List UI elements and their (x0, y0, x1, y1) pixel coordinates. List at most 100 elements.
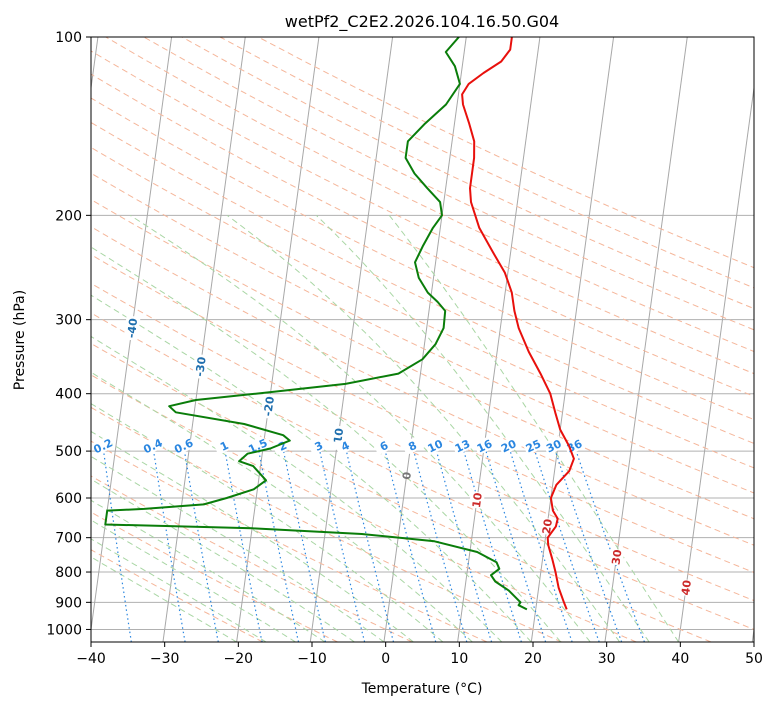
isotherm-label-bg (260, 393, 278, 420)
x-tick-label: −10 (297, 651, 327, 667)
moist-adiabat-line (91, 246, 562, 642)
x-axis-title: Temperature (°C) (361, 681, 483, 697)
mixing-ratio-line (509, 450, 573, 642)
dry-adiabat-line (91, 440, 488, 642)
isotherm-label: -30 (193, 356, 209, 378)
x-tick-label: −40 (76, 651, 106, 667)
mixing-ratio-label-bg (307, 435, 330, 456)
dry-adiabat-line (91, 226, 754, 546)
dry-adiabat-label-bg (539, 517, 556, 536)
mixing-ratio-label-bg (91, 435, 114, 456)
isotherm-label: -40 (125, 317, 141, 339)
dry-adiabat-line (91, 282, 754, 602)
dry-adiabat-label: 10 (470, 491, 485, 508)
plot-frame (90, 36, 755, 643)
y-tick-label: 300 (55, 313, 82, 329)
dry-adiabat-line (91, 374, 637, 642)
mixing-ratio-label-bg (497, 435, 520, 456)
mixing-ratio-label-bg (473, 435, 496, 456)
sounding-series (104, 37, 575, 611)
dewpoint-profile (104, 37, 528, 611)
y-tick-label: 500 (55, 444, 82, 460)
x-tick-label: −30 (150, 651, 180, 667)
mixing-ratio-label-bg (372, 435, 395, 456)
moist-adiabat-line (91, 371, 473, 642)
dry-adiabat-label: 20 (540, 518, 555, 535)
y-tick-label: 400 (55, 387, 82, 403)
dry-adiabat-line (91, 511, 338, 642)
mixing-ratio-label-bg (542, 435, 565, 456)
mixing-ratio-line (183, 451, 219, 642)
dry-adiabat-label: 30 (610, 548, 625, 565)
isotherm-line (383, 37, 467, 642)
moist-adiabat-line (91, 430, 414, 642)
mixing-ratio-line (413, 450, 468, 642)
x-tick-label: 50 (745, 651, 763, 667)
dry-adiabat-line (91, 549, 264, 642)
mixing-ratio-line (435, 450, 493, 642)
mixing-ratio-label: 30 (544, 437, 564, 455)
moist-adiabat-line (91, 538, 267, 642)
moist-adiabat-line (388, 214, 680, 642)
x-tick-label: 10 (450, 651, 468, 667)
moist-adiabat-line (91, 403, 444, 642)
moist-adiabat-line (91, 519, 296, 642)
isotherm-line (236, 37, 320, 642)
x-tick-label: −20 (224, 651, 254, 667)
mixing-ratio-label: 25 (524, 437, 543, 455)
mixing-ratio-label: 20 (499, 437, 519, 455)
mixing-ratio-line (103, 451, 132, 642)
background-lines (91, 37, 754, 642)
dry-adiabat-line (91, 198, 754, 520)
mixing-ratio-label-bg (172, 435, 195, 456)
y-axis-title: Pressure (hPa) (12, 290, 28, 390)
dry-adiabat-line (105, 37, 754, 353)
dry-adiabat-label-bg (608, 548, 625, 567)
isotherm-line (678, 84, 754, 642)
dry-adiabat-line (91, 406, 562, 642)
axes: −40 −30 −20 −10 0 10 20 30 40 5010020030040050060… (46, 30, 763, 667)
mixing-ratio-label-bg (401, 435, 424, 456)
zero-isotherm-label: 0 (400, 471, 414, 481)
isotherm-label: -20 (261, 395, 277, 417)
moist-adiabat-line (315, 214, 650, 642)
mixing-ratio-label: 16 (475, 437, 495, 455)
y-tick-label: 600 (55, 491, 82, 507)
isotherm-label-bg (123, 315, 141, 341)
isotherm-line (604, 37, 688, 642)
mixing-ratio-label-bg (141, 435, 164, 456)
dry-adiabat-line (91, 342, 712, 642)
y-tick-label: 800 (55, 565, 82, 581)
dry-adiabat-line (91, 97, 754, 421)
mixing-ratio-label-bg (246, 435, 269, 456)
dry-adiabat-line (91, 312, 754, 630)
mixing-ratio-line (485, 450, 547, 642)
mixing-ratio-label-bg (213, 435, 235, 456)
x-tick-label: 40 (671, 651, 689, 667)
mixing-ratio-label: 13 (453, 437, 472, 455)
moist-adiabat-line (91, 455, 385, 642)
plot-area (91, 37, 754, 642)
moist-adiabat-line (91, 556, 237, 642)
dry-adiabat-line (91, 121, 754, 444)
mixing-ratio-label-bg (334, 435, 356, 456)
y-tick-label: 900 (55, 595, 82, 611)
mixing-ratio-line (153, 451, 186, 642)
moist-adiabat-line (91, 335, 503, 642)
x-tick-label: 30 (598, 651, 616, 667)
mixing-ratio-label-bg (423, 435, 446, 456)
mixing-ratio-label: 10 (426, 437, 446, 455)
mixing-ratio-label-bg (522, 435, 544, 456)
mixing-ratio-label-bg (563, 435, 586, 456)
x-tick-label: 0 (381, 651, 390, 667)
dry-adiabat-line (91, 172, 754, 494)
temperature-profile (461, 37, 575, 610)
x-tick-label: 20 (524, 651, 542, 667)
moist-adiabat-line (226, 214, 621, 642)
dry-adiabat-label-bg (468, 491, 485, 510)
moist-adiabat-line (91, 294, 532, 642)
y-tick-label: 200 (55, 208, 82, 224)
y-tick-label: 700 (55, 531, 82, 547)
dry-adiabat-label: 40 (679, 579, 694, 596)
